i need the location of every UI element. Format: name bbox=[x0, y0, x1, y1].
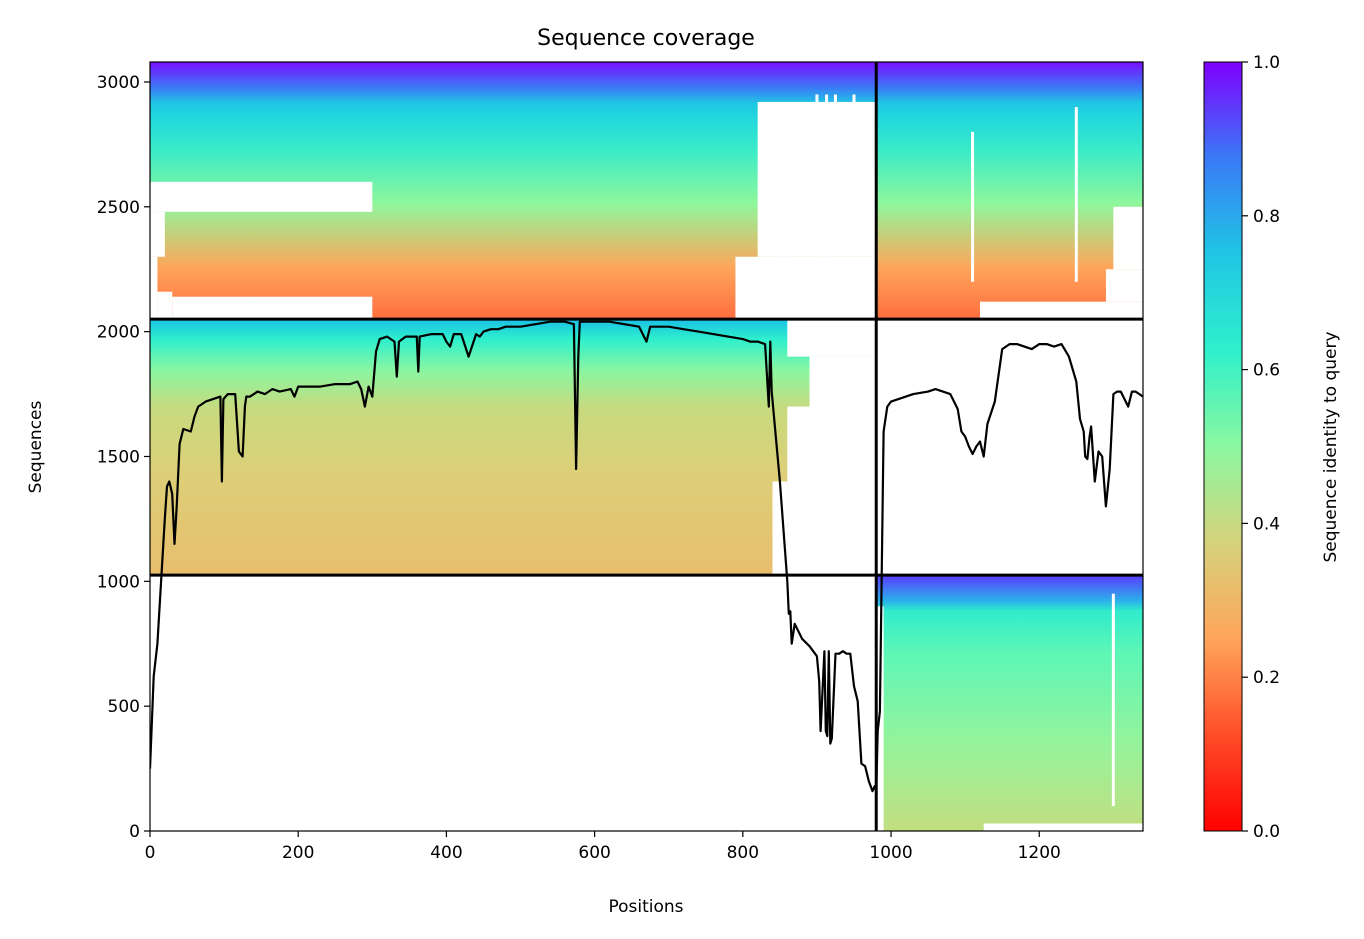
colorbar-label: Sequence identity to query bbox=[1321, 331, 1341, 562]
coverage-gap bbox=[809, 356, 877, 576]
chart-title: Sequence coverage bbox=[537, 26, 755, 51]
colorbar-tick-label: 0.6 bbox=[1253, 361, 1280, 381]
y-tick-label: 2000 bbox=[97, 323, 140, 343]
coverage-gap bbox=[150, 211, 165, 257]
segment-separators bbox=[150, 62, 1143, 831]
heatmap-block-unpaired bbox=[150, 319, 877, 576]
coverage-gap bbox=[172, 296, 373, 320]
coverage-gap bbox=[983, 823, 1143, 831]
x-tick-label: 1200 bbox=[1018, 843, 1061, 863]
colorbar-tick-label: 0.2 bbox=[1253, 668, 1280, 688]
y-axis-label: Sequences bbox=[26, 401, 46, 494]
coverage-gap bbox=[876, 319, 1143, 576]
colorbar-tick-label: 1.0 bbox=[1253, 53, 1280, 73]
colorbar-tick-label: 0.4 bbox=[1253, 514, 1280, 534]
heatmap-block-paired bbox=[876, 62, 1143, 320]
coverage-gap bbox=[735, 256, 788, 320]
plot-frame bbox=[149, 61, 1144, 832]
coverage-line bbox=[150, 320, 1143, 793]
coverage-gap bbox=[150, 256, 158, 320]
x-tick-label: 1000 bbox=[869, 843, 912, 863]
coverage-gap bbox=[157, 291, 173, 320]
y-tick-label: 0 bbox=[129, 822, 140, 842]
coverage-heatmap bbox=[150, 62, 1143, 831]
coverage-gap bbox=[787, 319, 877, 357]
coverage-gap bbox=[150, 181, 373, 212]
heatmap-block-unpaired bbox=[876, 575, 1143, 831]
coverage-gap bbox=[979, 301, 1143, 320]
y-axis: 0 500 1000 1500 2000 2500 3000 bbox=[97, 73, 150, 842]
coverage-gap bbox=[150, 575, 877, 831]
x-tick-label: 0 bbox=[145, 843, 156, 863]
y-tick-label: 1500 bbox=[97, 447, 140, 467]
colorbar-tick-label: 0.8 bbox=[1253, 207, 1280, 227]
y-tick-label: 500 bbox=[108, 697, 140, 717]
x-tick-label: 400 bbox=[430, 843, 462, 863]
y-tick-label: 3000 bbox=[97, 73, 140, 93]
coverage-gap bbox=[787, 406, 810, 576]
x-axis: 0 200 400 600 800 1000 1200 bbox=[145, 831, 1061, 863]
x-tick-label: 600 bbox=[578, 843, 610, 863]
colorbar-tick-label: 0.0 bbox=[1253, 822, 1280, 842]
y-tick-label: 2500 bbox=[97, 198, 140, 218]
colorbar-axis: 0.0 0.2 0.4 0.6 0.8 1.0 bbox=[1242, 53, 1280, 842]
y-tick-label: 1000 bbox=[97, 572, 140, 592]
colorbar bbox=[1203, 61, 1243, 832]
x-tick-label: 200 bbox=[282, 843, 314, 863]
coverage-gaps bbox=[150, 94, 1143, 831]
coverage-gap bbox=[772, 481, 788, 576]
x-tick-label: 800 bbox=[727, 843, 759, 863]
coverage-gap bbox=[1105, 269, 1143, 302]
coverage-gap bbox=[779, 256, 877, 320]
x-axis-label: Positions bbox=[608, 897, 683, 917]
coverage-gap bbox=[1113, 206, 1143, 270]
